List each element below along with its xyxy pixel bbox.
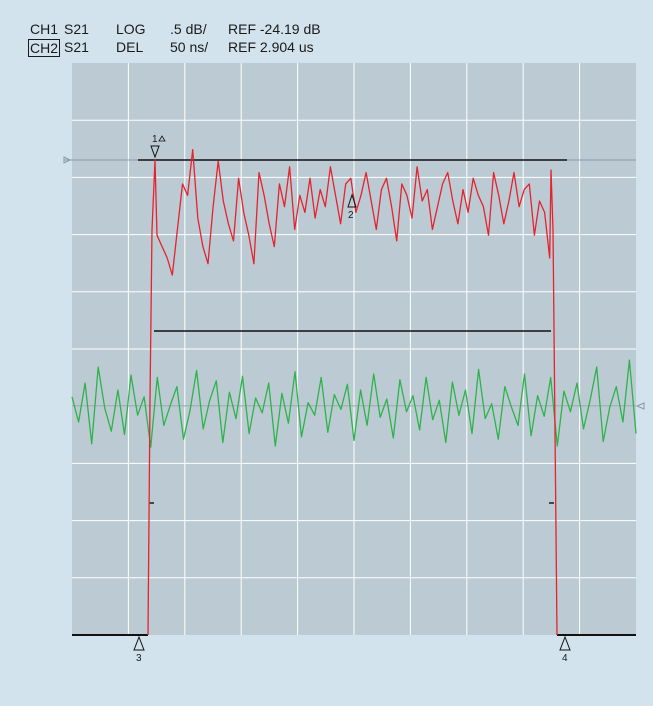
ch2-reference-pointer-icon[interactable]	[635, 402, 645, 410]
ch1-trace	[147, 149, 558, 636]
ch2-label-active[interactable]: CH2	[28, 39, 61, 57]
ch2-ref: REF 2.904 us	[228, 39, 314, 55]
ch2-format: DEL	[116, 39, 144, 55]
ch1-scale: .5 dB/	[170, 21, 207, 37]
marker-2-label: 2	[348, 210, 354, 221]
marker-4[interactable]: 4	[559, 635, 571, 664]
ch1-param: S21	[64, 21, 89, 37]
ch2-trace	[71, 359, 637, 448]
marker-2[interactable]: 2	[347, 193, 357, 221]
graticule-grid	[72, 63, 636, 635]
marker-3-up-triangle-icon	[133, 635, 145, 651]
marker-1-label: 1	[152, 134, 158, 145]
marker-1-down-triangle-icon	[150, 145, 160, 159]
ch2-scale: 50 ns/	[170, 39, 209, 55]
marker-4-label: 4	[562, 653, 568, 664]
ch1-reference-pointer-icon[interactable]	[63, 156, 72, 164]
ch1-label[interactable]: CH1	[30, 21, 59, 37]
ch1-format: LOG	[116, 21, 146, 37]
marker-2-up-triangle-icon	[347, 193, 357, 208]
marker-4-up-triangle-icon	[559, 635, 571, 651]
ch1-ref: REF -24.19 dB	[228, 21, 321, 37]
marker-1-active-icon	[158, 135, 166, 142]
marker-3[interactable]: 3	[133, 635, 145, 664]
marker-3-label: 3	[136, 653, 142, 664]
marker-1[interactable]: 1	[150, 134, 166, 159]
ch2-param: S21	[64, 39, 89, 55]
